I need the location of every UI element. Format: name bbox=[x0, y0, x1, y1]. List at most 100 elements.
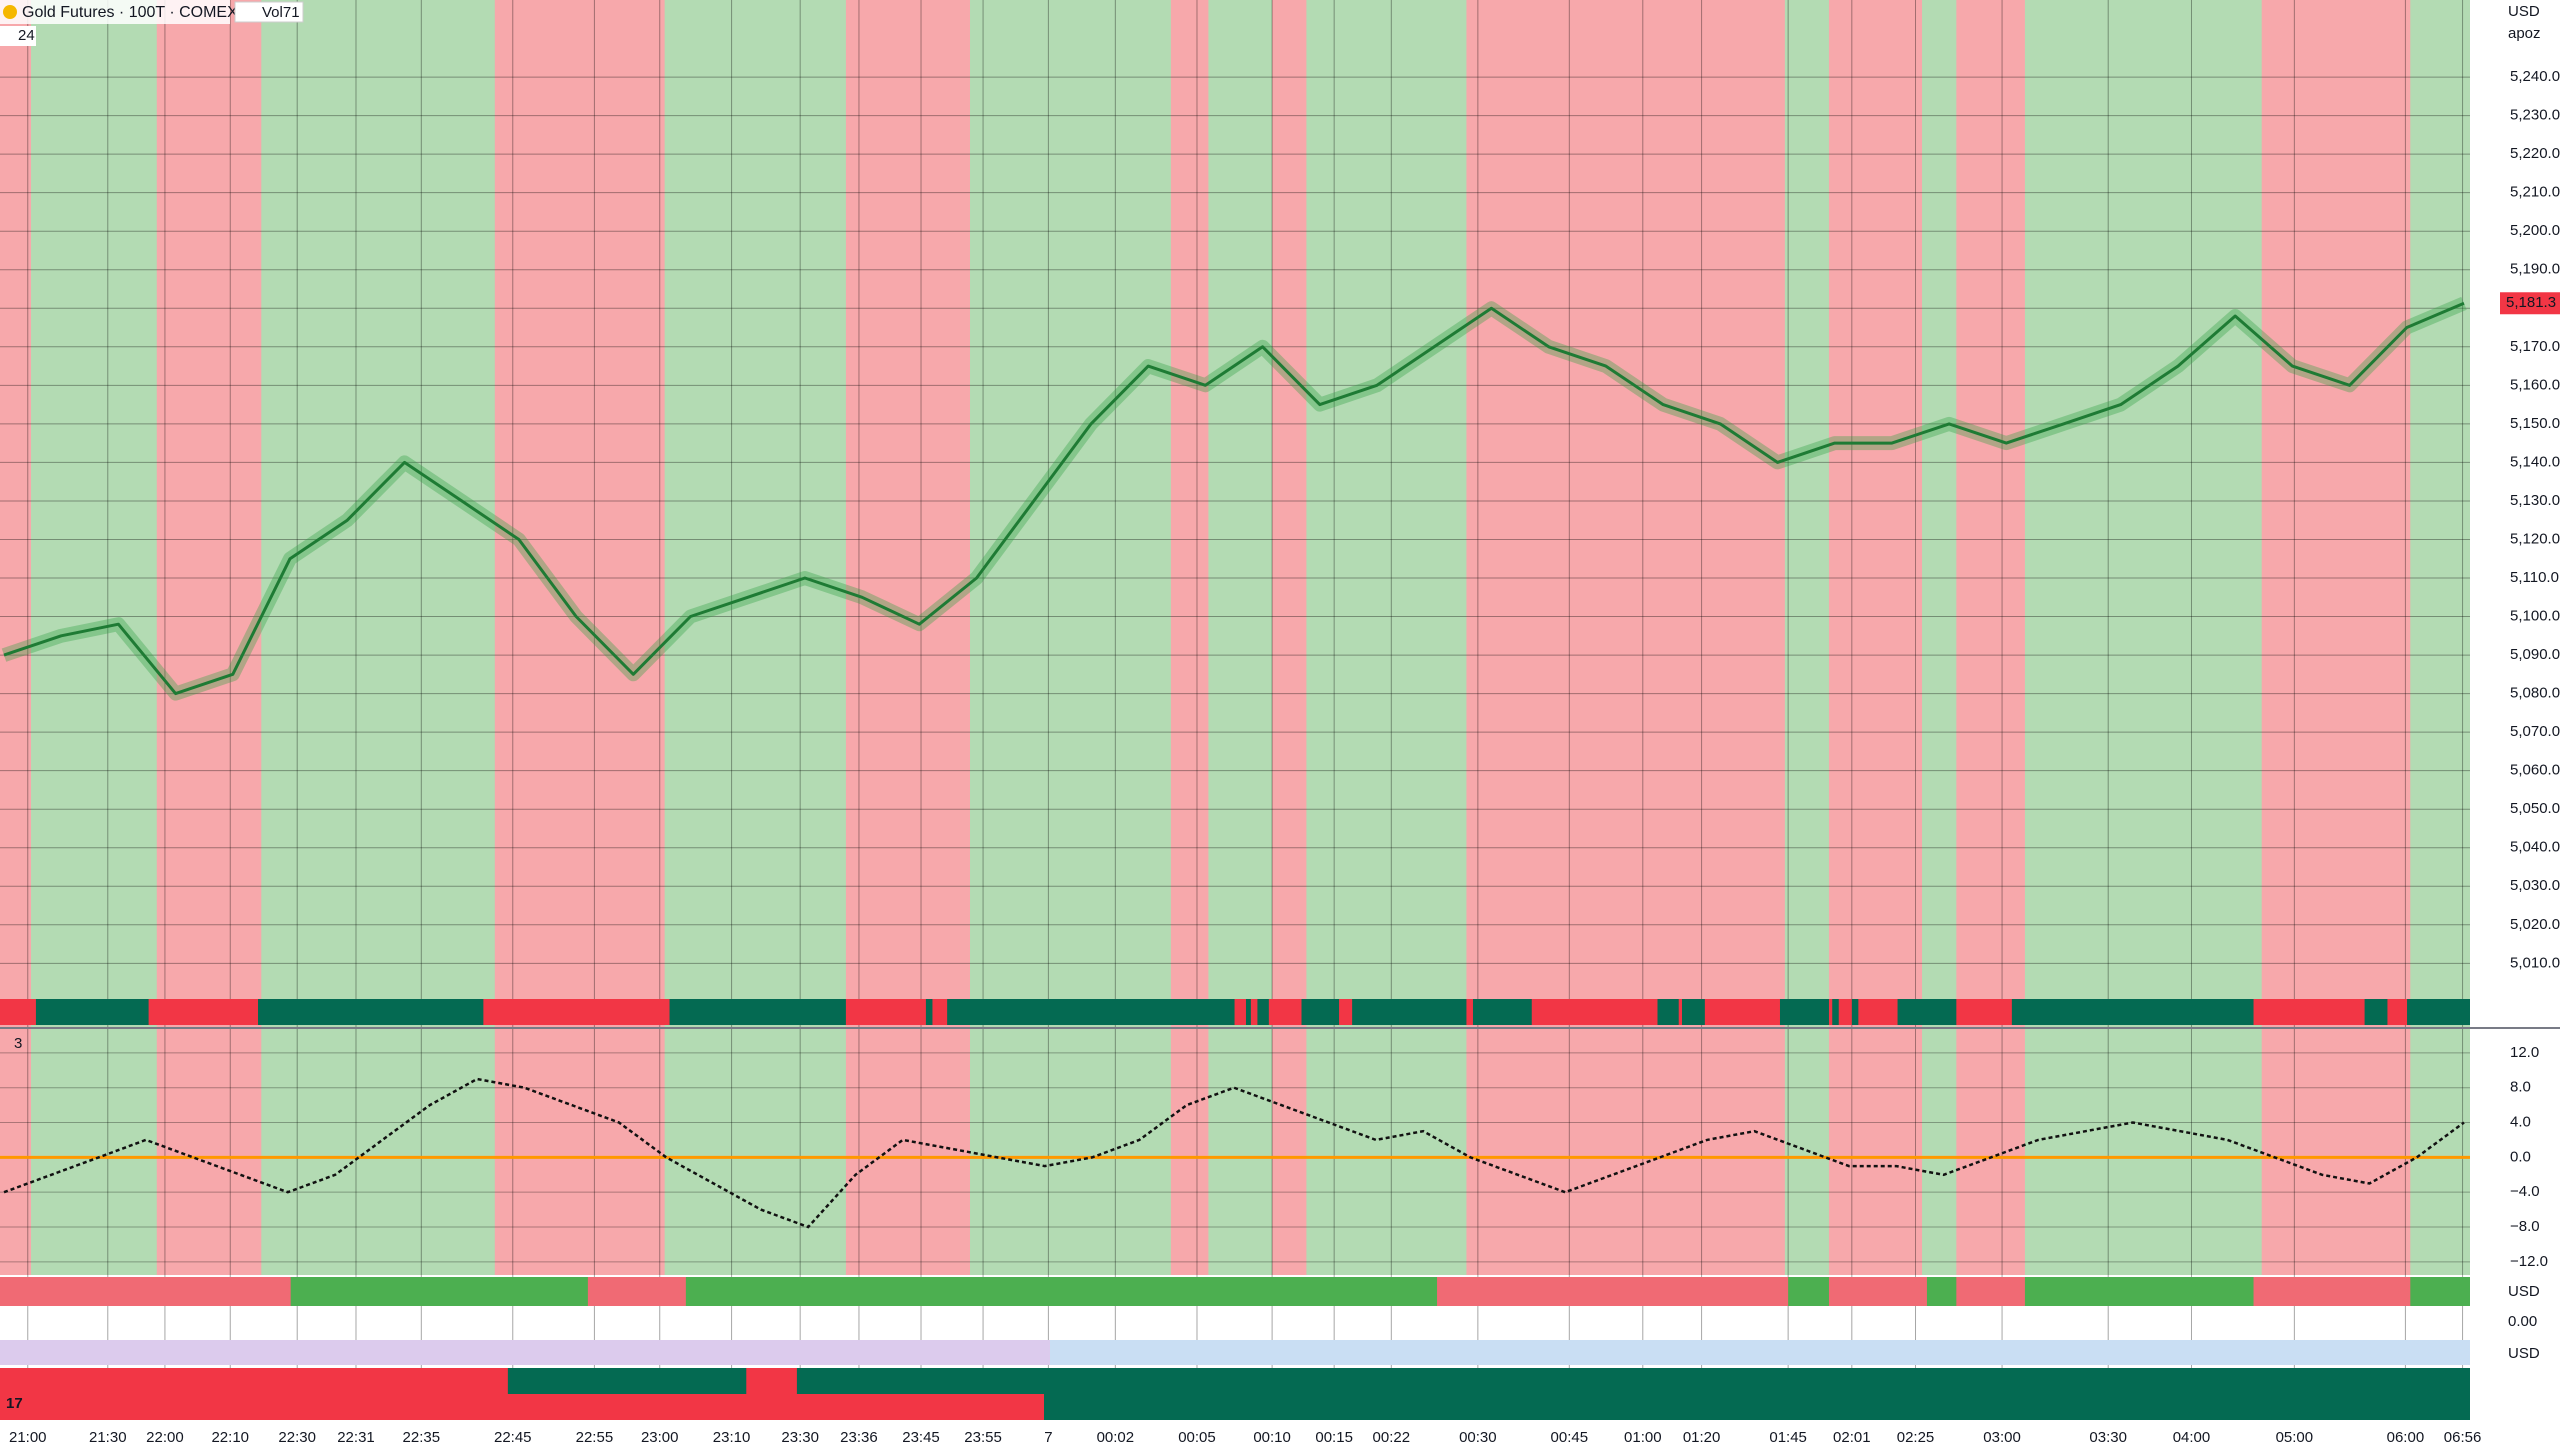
y-tick-label: −8.0 bbox=[2510, 1218, 2540, 1235]
x-tick-label: 02:25 bbox=[1897, 1429, 1935, 1446]
x-tick-label: 22:30 bbox=[278, 1429, 316, 1446]
strip-red bbox=[2253, 999, 2365, 1025]
y-tick-label: 5,170.0 bbox=[2510, 338, 2560, 355]
strip-red bbox=[845, 999, 926, 1025]
band-red bbox=[2261, 0, 2411, 1275]
strip-red bbox=[1678, 999, 1682, 1025]
lower-right bbox=[1050, 1340, 2470, 1365]
x-tick-label: 02:01 bbox=[1833, 1429, 1871, 1446]
x-tick-label: 01:00 bbox=[1624, 1429, 1662, 1446]
strip-red bbox=[1234, 999, 1246, 1025]
currency: USD bbox=[2508, 1345, 2540, 1362]
y-tick-label: −12.0 bbox=[2510, 1253, 2548, 1270]
x-tick-label: 00:10 bbox=[1253, 1429, 1291, 1446]
x-tick-label: 00:15 bbox=[1315, 1429, 1353, 1446]
y-tick-label: 5,240.0 bbox=[2510, 68, 2560, 85]
x-tick-label: 03:30 bbox=[2089, 1429, 2127, 1446]
y-tick-label: 5,140.0 bbox=[2510, 453, 2560, 470]
y-tick-label: 8.0 bbox=[2510, 1079, 2531, 1096]
x-tick-label: 23:36 bbox=[840, 1429, 878, 1446]
heat-strip bbox=[0, 1277, 2470, 1306]
y-tick-label: 5,030.0 bbox=[2510, 877, 2560, 894]
y-tick-label: 5,080.0 bbox=[2510, 685, 2560, 702]
x-tick-label: 23:55 bbox=[964, 1429, 1002, 1446]
y-tick-label: 12.0 bbox=[2510, 1044, 2539, 1061]
x-tick-label: 22:31 bbox=[337, 1429, 375, 1446]
vol-bg bbox=[234, 1, 304, 23]
symbol-icon bbox=[3, 5, 17, 19]
y-tick-label: 5,110.0 bbox=[2510, 569, 2559, 586]
pane-label-bg bbox=[0, 26, 36, 46]
x-tick-label: 22:00 bbox=[146, 1429, 184, 1446]
scale-mode: apoz bbox=[2508, 25, 2541, 42]
y-tick-label: 5,020.0 bbox=[2510, 916, 2560, 933]
y-tick-label: 5,230.0 bbox=[2510, 107, 2560, 124]
y-tick-label: 5,160.0 bbox=[2510, 376, 2560, 393]
oscillator-line bbox=[3, 1077, 2465, 1229]
y-tick-label: 5,070.0 bbox=[2510, 723, 2560, 740]
y-tick-label: 5,120.0 bbox=[2510, 530, 2560, 547]
price-line bbox=[3, 301, 2465, 696]
heat-red bbox=[1828, 1277, 1927, 1306]
strip-red2 bbox=[0, 1394, 1044, 1420]
x-tick-label: 01:45 bbox=[1769, 1429, 1807, 1446]
heat-red bbox=[2253, 1277, 2411, 1306]
strip-red bbox=[1531, 999, 1658, 1025]
x-tick-label: 22:55 bbox=[576, 1429, 614, 1446]
x-tick-label: 23:30 bbox=[781, 1429, 819, 1446]
strip-red bbox=[1828, 999, 1833, 1025]
y-tick-label: 5,130.0 bbox=[2510, 492, 2560, 509]
x-tick-label: 04:00 bbox=[2173, 1429, 2211, 1446]
y-tick-label: 5,210.0 bbox=[2510, 184, 2560, 201]
x-tick-label: 06:56 bbox=[2444, 1429, 2482, 1446]
y-tick-label: 5,010.0 bbox=[2510, 954, 2560, 971]
strip-red bbox=[1956, 999, 2012, 1025]
y-tick-label: 5,150.0 bbox=[2510, 415, 2560, 432]
header-bg bbox=[0, 0, 230, 24]
pane-label: 3 bbox=[14, 1035, 22, 1052]
strip-red bbox=[1466, 999, 1473, 1025]
x-tick-label: 23:00 bbox=[641, 1429, 679, 1446]
y-tick-label: 5,090.0 bbox=[2510, 646, 2560, 663]
strip-red bbox=[1858, 999, 1898, 1025]
x-tick-label: 21:00 bbox=[9, 1429, 47, 1446]
band-red bbox=[1272, 0, 1307, 1275]
x-tick-label: 00:22 bbox=[1373, 1429, 1411, 1446]
band-red bbox=[156, 0, 262, 1275]
x-tick-label: 21:30 bbox=[89, 1429, 127, 1446]
y-tick-label: 5,050.0 bbox=[2510, 800, 2560, 817]
axis-bg bbox=[2470, 0, 2560, 1450]
strip-green2 bbox=[1044, 1394, 2470, 1420]
x-tick-label: 23:45 bbox=[902, 1429, 940, 1446]
x-tick-label: 22:35 bbox=[403, 1429, 441, 1446]
last-price-label: 5,181.3 bbox=[2506, 294, 2556, 311]
heat-red bbox=[587, 1277, 686, 1306]
x-tick-label: 22:45 bbox=[494, 1429, 532, 1446]
y-tick-label: 5,190.0 bbox=[2510, 261, 2560, 278]
band-red bbox=[1170, 0, 1209, 1275]
x-tick-label: 05:00 bbox=[2276, 1429, 2314, 1446]
band-red bbox=[845, 0, 971, 1275]
bottom-label: 17 bbox=[6, 1395, 23, 1412]
symbol-title: Gold Futures · 100T · COMEX bbox=[22, 4, 238, 21]
volume-label: Vol71 bbox=[262, 4, 300, 21]
band-green bbox=[0, 0, 2470, 1275]
band-red bbox=[0, 0, 32, 1275]
strip-red bbox=[0, 1368, 508, 1394]
last-price-bg bbox=[2500, 292, 2560, 315]
value-label: 0.00 bbox=[2508, 1313, 2537, 1330]
currency: USD bbox=[2508, 1283, 2540, 1300]
x-tick-label: 00:30 bbox=[1459, 1429, 1497, 1446]
lower-left bbox=[0, 1340, 1050, 1365]
strip-red bbox=[1339, 999, 1353, 1025]
band-red bbox=[1828, 0, 1923, 1275]
strip-red bbox=[932, 999, 948, 1025]
y-tick-label: 5,200.0 bbox=[2510, 222, 2560, 239]
strip-red bbox=[1268, 999, 1302, 1025]
x-tick-label: 00:02 bbox=[1097, 1429, 1135, 1446]
x-tick-label: 06:00 bbox=[2387, 1429, 2425, 1446]
strip-red bbox=[1838, 999, 1852, 1025]
strip-red bbox=[1704, 999, 1780, 1025]
